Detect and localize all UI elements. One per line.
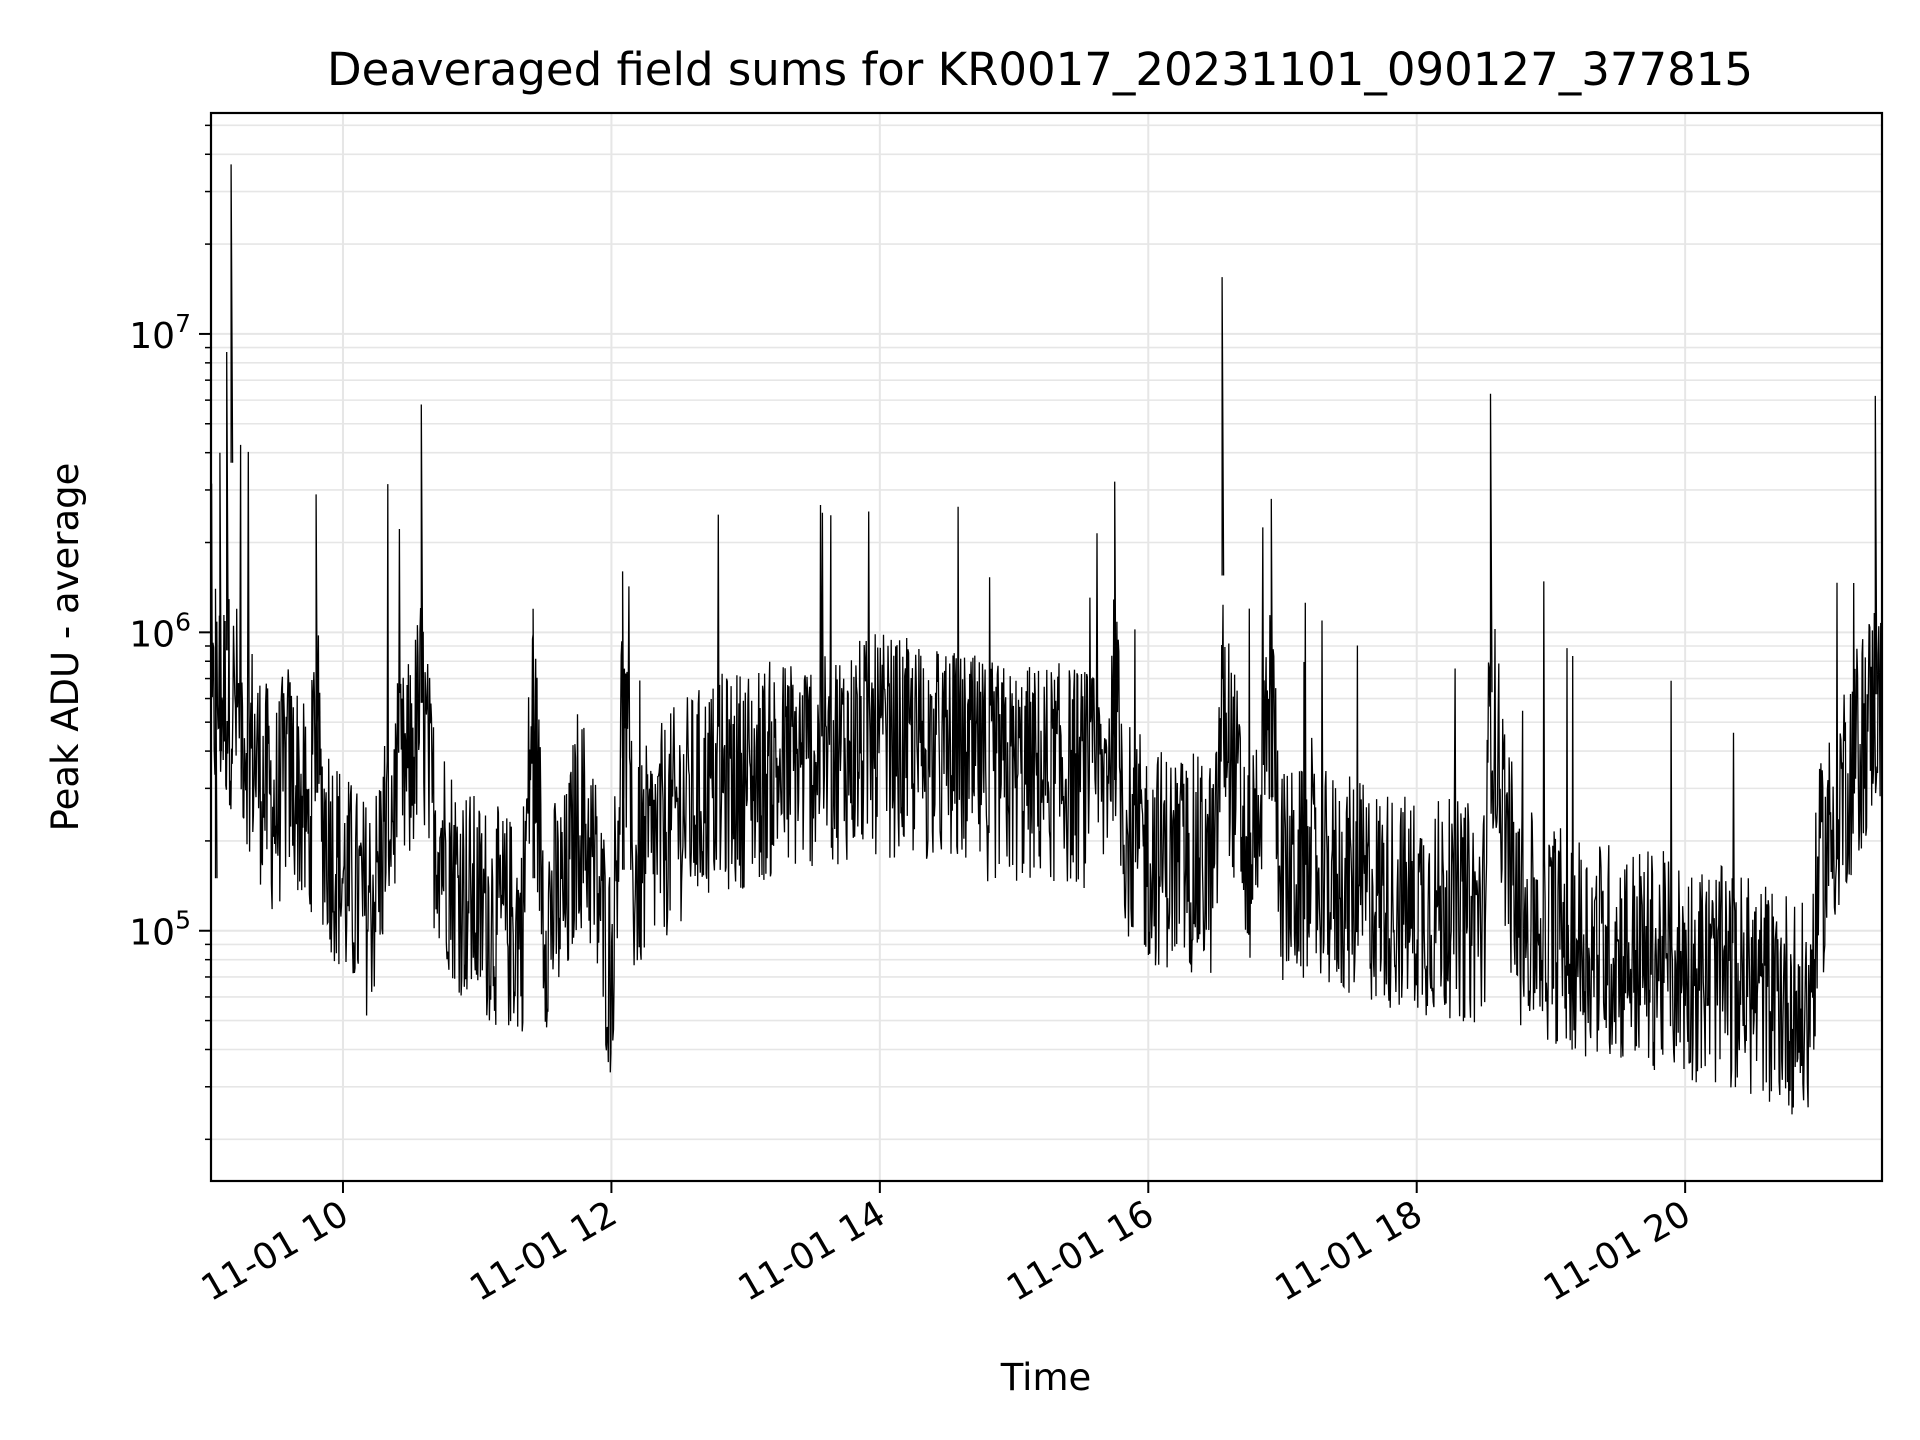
y-tick-label: 107	[129, 309, 191, 357]
y-axis: 105 106 107	[129, 124, 211, 1141]
chart-title: Deaveraged field sums for KR0017_2023110…	[327, 43, 1753, 96]
x-axis-label: Time	[1000, 1356, 1092, 1399]
plot-frame	[209, 111, 1884, 1183]
series-line	[211, 164, 1882, 1115]
y-tick-label: 106	[129, 607, 191, 655]
plot-area	[211, 164, 1882, 1115]
y-tick-label: 105	[129, 906, 191, 954]
y-axis-label: Peak ADU - average	[44, 463, 87, 832]
